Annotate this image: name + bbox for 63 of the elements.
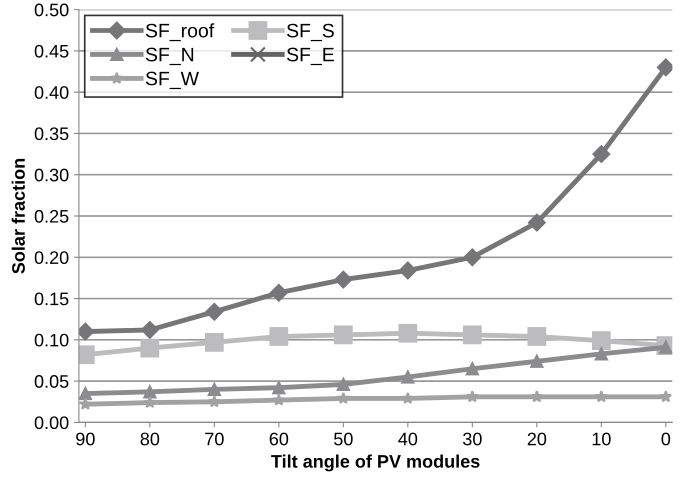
y-tick-label: 0.10 [34, 334, 68, 347]
x-tick-label: 50 [334, 432, 353, 446]
point [592, 145, 610, 163]
point [337, 392, 350, 404]
point [78, 386, 92, 400]
point [272, 394, 286, 406]
point [401, 370, 414, 384]
x-tick-label: 30 [462, 432, 482, 446]
point [466, 362, 479, 376]
point [592, 331, 611, 350]
y-tick-label: 0.40 [34, 86, 68, 99]
point [272, 381, 286, 394]
x-tick-label: 90 [76, 432, 95, 446]
legend-label: SF_N [146, 48, 194, 66]
y-tick-label: 0.30 [34, 168, 68, 182]
point [334, 270, 352, 288]
point [466, 390, 479, 402]
point [270, 284, 288, 302]
x-tick-label: 20 [528, 432, 546, 446]
point [527, 327, 546, 346]
point [660, 390, 672, 402]
point [140, 338, 160, 358]
y-tick-label: 0.00 [34, 416, 68, 430]
point [143, 385, 156, 398]
legend-label: SF_roof [146, 23, 214, 42]
point [595, 390, 608, 402]
point [462, 326, 482, 344]
point [79, 398, 92, 410]
x-tick-label: 10 [592, 432, 611, 446]
y-tick-label: 0.25 [34, 210, 68, 223]
y-tick-label: 0.50 [34, 4, 68, 16]
x-tick-label: 60 [270, 432, 288, 446]
y-tick-label: 0.35 [34, 127, 68, 140]
point [398, 262, 417, 280]
y-tick-label: 0.45 [34, 44, 68, 58]
point [144, 396, 156, 408]
y-axis-title: Solar fraction [12, 158, 25, 274]
point [528, 214, 546, 232]
point [336, 378, 350, 392]
y-tick-label: 0.20 [34, 251, 68, 264]
point [269, 327, 288, 346]
point [402, 392, 414, 404]
point [530, 354, 544, 368]
point [208, 382, 221, 396]
x-tick-label: 40 [398, 432, 418, 446]
point [140, 321, 159, 339]
point [204, 332, 224, 352]
point [334, 326, 353, 344]
x-tick-label: 80 [140, 432, 160, 446]
x-tick-label: 70 [205, 432, 224, 446]
legend-label: SF_S [286, 24, 334, 42]
x-tick-label: 0 [662, 432, 670, 446]
point [398, 324, 418, 343]
x-axis-title: Tilt angle of PV modules [271, 454, 480, 472]
point [530, 390, 544, 402]
y-tick-label: 0.05 [34, 375, 68, 388]
legend-label: SF_W [146, 72, 199, 90]
y-tick-label: 0.15 [34, 292, 68, 306]
point [205, 302, 224, 321]
legend-label: SF_E [286, 48, 334, 66]
point [463, 248, 482, 266]
point [208, 395, 221, 408]
point [594, 347, 608, 360]
